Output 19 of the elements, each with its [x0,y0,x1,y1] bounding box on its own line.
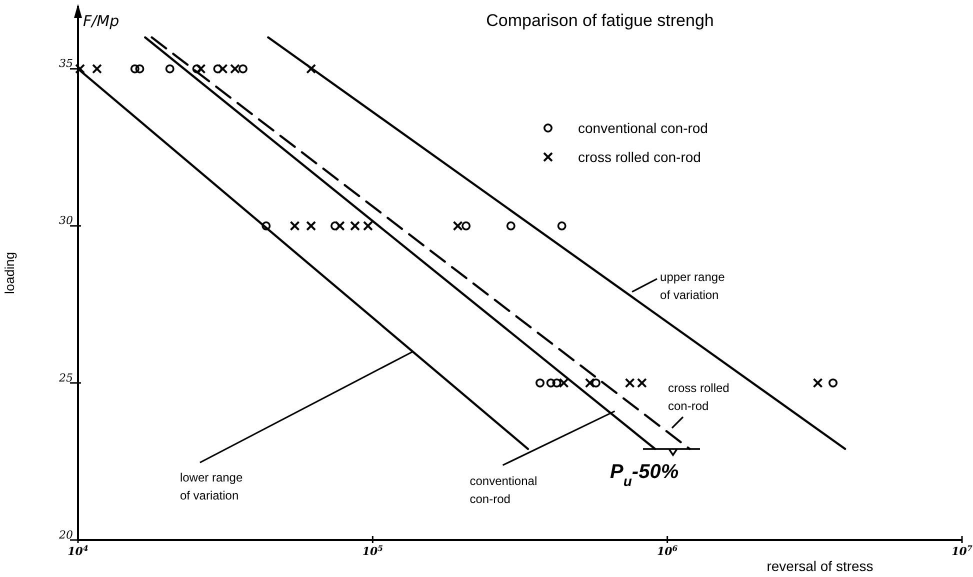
annotation: lower range of variation [180,470,243,503]
annotation: F/Mp [83,12,120,30]
annotation: P$_{u}$-50% [610,461,679,489]
y-tick-label: 25 [58,371,73,384]
legend-label: cross rolled con-rod [578,149,701,165]
annotation: conventional con-rod [470,474,538,506]
x-tick-label: 10$^{6}$ [656,544,678,558]
y-tick-label: 30 [59,214,73,228]
x-tick-label: 10$^{5}$ [362,544,384,558]
x-axis-title: reversal of stress [766,558,874,574]
y-axis-title: loading [2,252,17,294]
y-tick-label: 20 [58,528,73,542]
legend-label: conventional con-rod [578,120,708,136]
annotation: upper range of variation [660,270,726,302]
x-tick-label: 10$^{7}$ [952,544,973,558]
chart-title: Comparison of fatigue strengh [486,11,714,30]
annotation: cross rolled con-rod [668,381,730,413]
x-tick-label: 10$^{4}$ [68,544,88,558]
y-tick-label: 35 [59,57,73,70]
